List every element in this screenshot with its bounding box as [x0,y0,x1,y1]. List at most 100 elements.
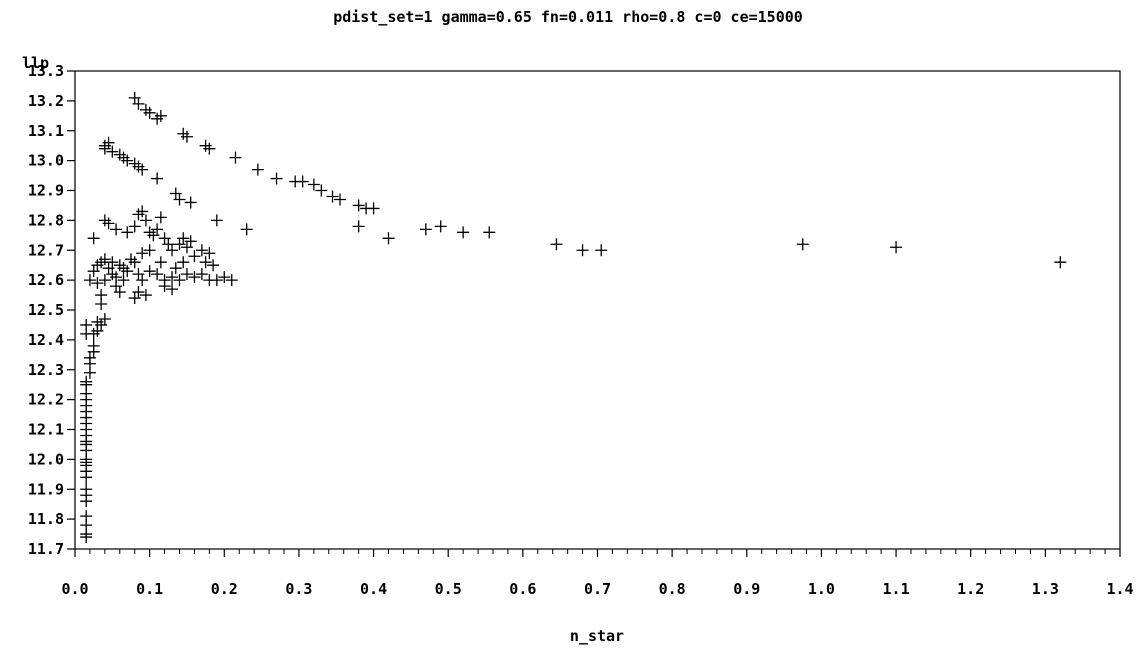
data-point [124,253,137,266]
data-point [315,184,328,197]
data-point [203,247,216,260]
x-tick-label: 1.2 [957,580,984,598]
data-point [80,495,93,508]
data-point [136,205,149,218]
x-tick-label: 0.7 [584,580,611,598]
data-point [143,106,156,119]
y-tick-label: 11.9 [28,480,64,498]
y-tick-label: 11.8 [28,510,64,528]
y-tick-label: 13.0 [28,152,64,170]
data-point [419,223,432,236]
data-point [1054,256,1067,269]
data-point [457,226,470,239]
y-tick-label: 13.1 [28,122,64,140]
x-tick-label: 1.3 [1032,580,1059,598]
y-tick-label: 12.8 [28,211,64,229]
chart-title: pdist_set=1 gamma=0.65 fn=0.011 rho=0.8 … [333,8,803,26]
data-point [136,274,149,287]
x-tick-label: 1.1 [883,580,910,598]
data-point [166,244,179,257]
data-point [210,274,223,287]
data-point [106,145,119,158]
x-tick-label: 0.6 [509,580,536,598]
data-point [434,220,447,233]
data-point [184,196,197,209]
y-tick-label: 12.3 [28,361,64,379]
x-tick-label: 0.8 [659,580,686,598]
data-point [87,265,100,278]
data-point [796,238,809,251]
y-tick-label: 12.7 [28,241,64,259]
y-tick-label: 13.2 [28,92,64,110]
x-tick-label: 0.9 [733,580,760,598]
data-point [128,220,141,233]
data-point [113,286,126,299]
data-point [199,256,212,269]
data-point [80,327,93,340]
data-point [251,163,264,176]
data-point [169,262,182,275]
data-point [110,271,123,284]
data-point [352,220,365,233]
data-point [136,247,149,260]
data-point [203,142,216,155]
data-point [143,265,156,278]
y-tick-label: 12.9 [28,182,64,200]
data-point [195,244,208,257]
data-point [102,262,115,275]
data-point [132,97,145,110]
data-point [210,214,223,227]
data-point [483,226,496,239]
data-point [136,163,149,176]
data-point [132,286,145,299]
data-point [158,280,171,293]
data-point [80,471,93,484]
data-point [139,214,152,227]
y-tick-label: 12.4 [28,331,64,349]
data-point [270,172,283,185]
data-point [151,268,164,281]
data-point [890,241,903,254]
data-point [240,223,253,236]
data-point [352,199,365,212]
data-point [180,130,193,143]
y-axis: 11.7 11.8 11.9 12.0 12.1 12.2 12.3 12.4 12.5 12.6… [28,62,75,558]
data-point [326,190,339,203]
data-point [367,202,380,215]
data-point [177,256,190,269]
data-points [80,91,1067,544]
data-point [121,226,134,239]
x-tick-label: 1.4 [1106,580,1133,598]
data-point [229,151,242,164]
y-tick-label: 13.3 [28,62,64,80]
data-point [180,268,193,281]
x-tick-label: 0.3 [285,580,312,598]
x-tick-label: 0.5 [435,580,462,598]
data-point [151,172,164,185]
y-tick-label: 12.5 [28,301,64,319]
data-point [121,265,134,278]
data-point [177,232,190,245]
y-tick-label: 11.7 [28,540,64,558]
x-tick-label: 0.2 [211,580,238,598]
data-point [154,211,167,224]
data-point [121,154,134,167]
data-point [102,217,115,230]
data-point [98,312,111,325]
data-point [576,244,589,257]
data-point [91,277,104,290]
data-point [83,366,96,379]
data-point [154,256,167,269]
x-tick-label: 0.4 [360,580,387,598]
data-point [307,178,320,191]
data-point [87,232,100,245]
data-point [550,238,563,251]
data-point [188,250,201,263]
data-point [143,244,156,257]
data-point [188,271,201,284]
data-point [184,235,197,248]
data-point [98,253,111,266]
data-point [83,274,96,287]
data-point [117,274,130,287]
